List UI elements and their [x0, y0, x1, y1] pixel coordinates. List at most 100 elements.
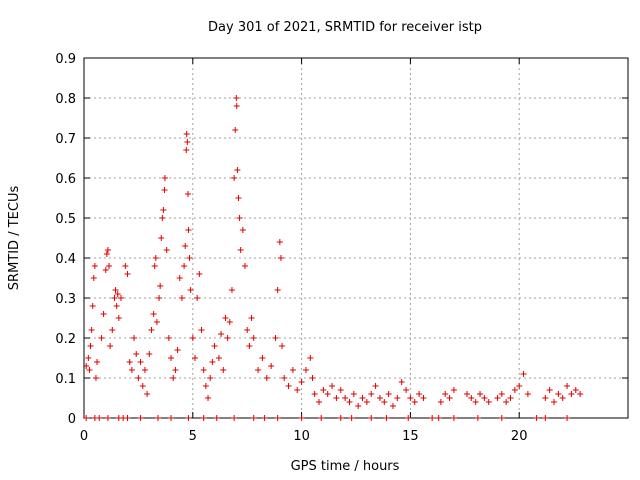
- data-point: [102, 267, 109, 273]
- data-point: [239, 227, 246, 233]
- data-point: [368, 391, 375, 397]
- data-point: [359, 395, 366, 401]
- data-point: [498, 391, 505, 397]
- data-point: [302, 367, 309, 373]
- data-point: [83, 363, 90, 369]
- data-point: [363, 399, 370, 405]
- y-axis-label: SRMTID / TECUs: [7, 186, 22, 291]
- data-point: [176, 275, 183, 281]
- data-point: [94, 359, 101, 365]
- data-point: [279, 343, 286, 349]
- data-point: [202, 383, 209, 389]
- data-point: [185, 227, 192, 233]
- data-point: [144, 391, 151, 397]
- data-point: [124, 271, 131, 277]
- data-point: [92, 375, 99, 381]
- data-point: [165, 335, 172, 341]
- data-point: [96, 415, 103, 421]
- data-point: [114, 291, 121, 297]
- data-point: [429, 415, 436, 421]
- data-point: [355, 403, 362, 409]
- data-point: [137, 359, 144, 365]
- data-point: [183, 147, 190, 153]
- data-point: [463, 391, 470, 397]
- data-point: [234, 167, 241, 173]
- data-point: [368, 415, 375, 421]
- data-point: [183, 131, 190, 137]
- data-point: [154, 415, 161, 421]
- y-tick-label: 0.1: [55, 372, 76, 387]
- data-point: [111, 295, 118, 301]
- data-point: [389, 403, 396, 409]
- data-point: [472, 399, 479, 405]
- data-point: [215, 355, 222, 361]
- data-point: [237, 247, 244, 253]
- data-point: [564, 383, 571, 389]
- data-point: [318, 415, 325, 421]
- data-point: [137, 415, 144, 421]
- x-tick-label: 5: [189, 429, 197, 444]
- data-point: [416, 391, 423, 397]
- data-point: [161, 175, 168, 181]
- data-point: [213, 415, 220, 421]
- data-point: [337, 415, 344, 421]
- x-tick-label: 10: [293, 429, 310, 444]
- data-point: [348, 415, 355, 421]
- data-point: [520, 371, 527, 377]
- data-point: [148, 327, 155, 333]
- data-point: [104, 247, 111, 253]
- data-point: [211, 343, 218, 349]
- data-point: [224, 335, 231, 341]
- data-point: [163, 247, 170, 253]
- data-point: [405, 415, 412, 421]
- data-point: [161, 187, 168, 193]
- data-point: [551, 399, 558, 405]
- data-point: [131, 335, 138, 341]
- data-point: [477, 391, 484, 397]
- data-point: [398, 379, 405, 385]
- data-point: [186, 255, 193, 261]
- data-point: [88, 327, 95, 333]
- data-point: [277, 255, 284, 261]
- y-tick-label: 0.2: [55, 332, 76, 347]
- data-point: [159, 215, 166, 221]
- data-point: [246, 343, 253, 349]
- data-point: [141, 367, 148, 373]
- data-point: [248, 315, 255, 321]
- data-point: [187, 287, 194, 293]
- data-point: [112, 287, 119, 293]
- data-point: [474, 415, 481, 421]
- data-point: [150, 311, 157, 317]
- data-point: [113, 303, 120, 309]
- data-point: [156, 295, 163, 301]
- data-point: [503, 399, 510, 405]
- data-point: [236, 215, 243, 221]
- data-point: [98, 335, 105, 341]
- data-point: [411, 399, 418, 405]
- data-point: [261, 415, 268, 421]
- data-point: [146, 351, 153, 357]
- data-point: [274, 287, 281, 293]
- data-point: [87, 343, 94, 349]
- y-tick-label: 0.9: [55, 52, 76, 67]
- data-point: [450, 415, 457, 421]
- data-point: [268, 363, 275, 369]
- data-point: [182, 243, 189, 249]
- data-point: [481, 395, 488, 401]
- data-point: [103, 251, 110, 257]
- data-point: [516, 383, 523, 389]
- data-point: [381, 399, 388, 405]
- data-point: [435, 415, 442, 421]
- data-point: [231, 175, 238, 181]
- data-point: [198, 327, 205, 333]
- y-tick-label: 0.5: [55, 212, 76, 227]
- data-point: [276, 239, 283, 245]
- data-point: [191, 355, 198, 361]
- data-point: [91, 263, 98, 269]
- data-point: [200, 367, 207, 373]
- points-layer: [83, 95, 584, 421]
- data-point: [555, 391, 562, 397]
- data-point: [157, 283, 164, 289]
- plot-frame: [83, 57, 629, 419]
- data-point: [104, 415, 111, 421]
